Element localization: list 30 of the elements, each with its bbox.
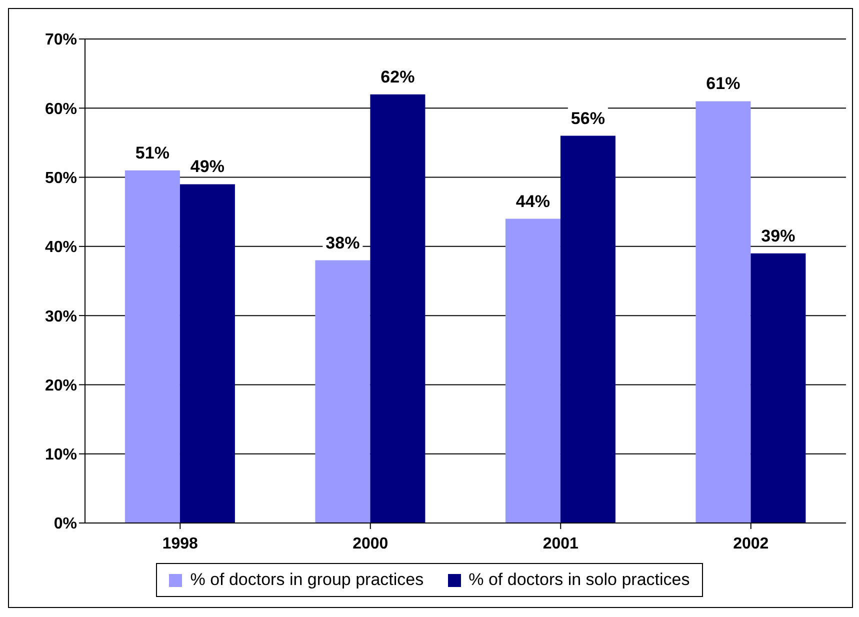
legend-label: % of doctors in group practices — [189, 570, 424, 590]
bar — [124, 170, 180, 523]
data-label: 61% — [706, 74, 740, 94]
bar — [696, 101, 751, 523]
bar — [370, 94, 426, 523]
y-tick-label: 70% — [44, 32, 77, 49]
y-tick-label: 50% — [44, 170, 77, 187]
bar — [315, 260, 370, 523]
y-tick-label: 30% — [44, 308, 77, 326]
bar — [560, 136, 616, 523]
x-tick-label: 1998 — [162, 535, 198, 552]
bar — [180, 184, 235, 523]
y-tick-label: 40% — [44, 239, 77, 256]
bar — [750, 253, 806, 523]
y-tick-label: 10% — [44, 446, 77, 464]
data-label: 38% — [326, 233, 360, 252]
x-tick-label: 2001 — [542, 535, 579, 552]
y-tick-label: 60% — [44, 100, 77, 118]
x-tick-label: 2000 — [352, 535, 388, 552]
data-label: 39% — [761, 226, 796, 246]
data-label: 44% — [516, 192, 550, 211]
data-label: 49% — [190, 157, 224, 176]
legend-label: % of doctors in solo practices — [468, 570, 690, 590]
x-tick-label: 2002 — [733, 535, 769, 552]
bar — [505, 218, 560, 523]
data-label: 56% — [570, 108, 605, 128]
data-label: 51% — [135, 143, 170, 162]
data-label: 62% — [380, 67, 415, 86]
y-tick-label: 20% — [44, 377, 77, 394]
y-tick-label: 0% — [54, 516, 77, 533]
